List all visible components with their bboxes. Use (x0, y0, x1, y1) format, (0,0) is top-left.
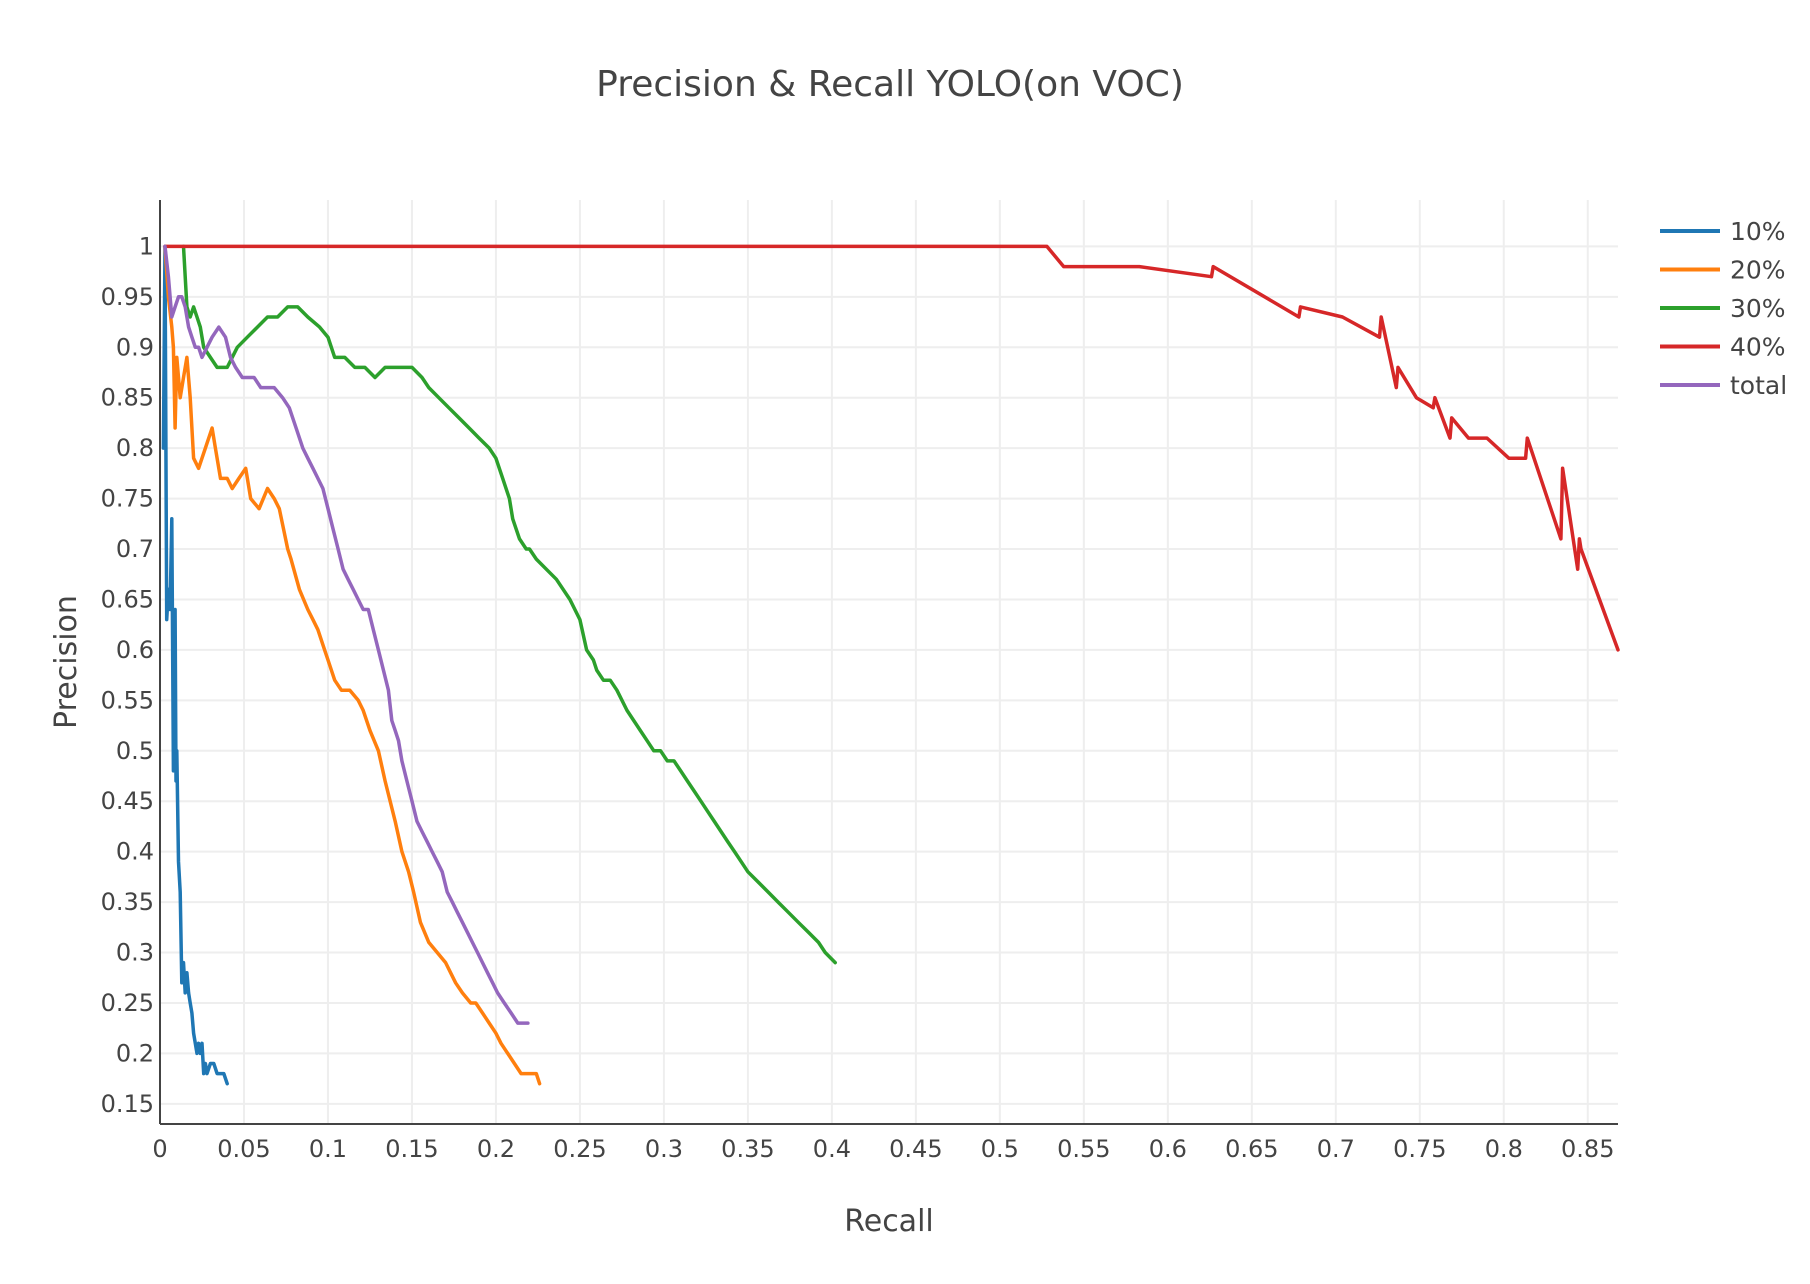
y-tick-label: 0.95 (101, 283, 154, 311)
x-tick-labels: 0 0.05 0.1 0.15 0.2 0.25 0.3 0.35 0.4 0.45 0.5 0.55… (152, 1135, 1614, 1163)
y-tick-label: 0.5 (116, 737, 154, 765)
y-tick-label: 0.25 (101, 989, 154, 1017)
y-tick-labels: 0.15 0.2 0.25 0.3 0.35 0.4 0.45 0.5 0.55 0.6 0.65 0… (101, 232, 154, 1117)
x-tick-label: 0.45 (889, 1135, 942, 1163)
series-line-0[interactable] (161, 244, 229, 1086)
y-tick-label: 0.6 (116, 636, 154, 664)
y-tick-label: 0.55 (101, 686, 154, 714)
x-tick-label: 0.25 (553, 1135, 606, 1163)
x-tick-label: 0.3 (645, 1135, 683, 1163)
legend-label[interactable]: total (1730, 371, 1787, 400)
x-tick-label: 0.1 (309, 1135, 347, 1163)
x-tick-label: 0.15 (385, 1135, 438, 1163)
x-tick-label: 0.85 (1561, 1135, 1614, 1163)
series-layer (161, 244, 1620, 1086)
series-line-1[interactable] (163, 244, 542, 1086)
x-tick-label: 0 (152, 1135, 167, 1163)
y-tick-label: 0.4 (116, 838, 154, 866)
legend-label[interactable]: 30% (1730, 294, 1786, 323)
y-tick-label: 0.65 (101, 585, 154, 613)
x-axis-title: Recall (844, 1204, 934, 1239)
y-axis-title: Precision (49, 595, 84, 729)
x-tick-label: 0.8 (1485, 1135, 1523, 1163)
y-tick-label: 0.7 (116, 535, 154, 563)
y-tick-label: 0.8 (116, 434, 154, 462)
series-line-4[interactable] (163, 244, 530, 1025)
legend-label[interactable]: 40% (1730, 333, 1786, 362)
x-tick-label: 0.55 (1057, 1135, 1110, 1163)
legend-label[interactable]: 20% (1730, 256, 1786, 285)
grid-layer (160, 200, 1618, 1124)
series-line-3[interactable] (163, 244, 1620, 652)
x-tick-label: 0.6 (1149, 1135, 1187, 1163)
x-tick-label: 0.5 (981, 1135, 1019, 1163)
legend-label[interactable]: 10% (1730, 217, 1786, 246)
legend[interactable]: 10% 20% 30% 40% total (1660, 217, 1787, 400)
y-tick-label: 0.15 (101, 1090, 154, 1118)
series-line-2[interactable] (181, 244, 837, 965)
x-tick-label: 0.4 (813, 1135, 851, 1163)
y-tick-label: 0.9 (116, 333, 154, 361)
x-tick-label: 0.65 (1225, 1135, 1278, 1163)
y-tick-label: 1 (139, 232, 154, 260)
x-tick-label: 0.05 (217, 1135, 270, 1163)
chart-title: Precision & Recall YOLO(on VOC) (596, 64, 1184, 105)
y-tick-label: 0.75 (101, 485, 154, 513)
x-tick-label: 0.7 (1317, 1135, 1355, 1163)
x-tick-label: 0.75 (1393, 1135, 1446, 1163)
x-tick-label: 0.2 (477, 1135, 515, 1163)
y-tick-label: 0.45 (101, 787, 154, 815)
y-tick-label: 0.3 (116, 939, 154, 967)
x-tick-label: 0.35 (721, 1135, 774, 1163)
y-tick-label: 0.2 (116, 1039, 154, 1067)
y-tick-label: 0.35 (101, 888, 154, 916)
y-tick-label: 0.85 (101, 384, 154, 412)
